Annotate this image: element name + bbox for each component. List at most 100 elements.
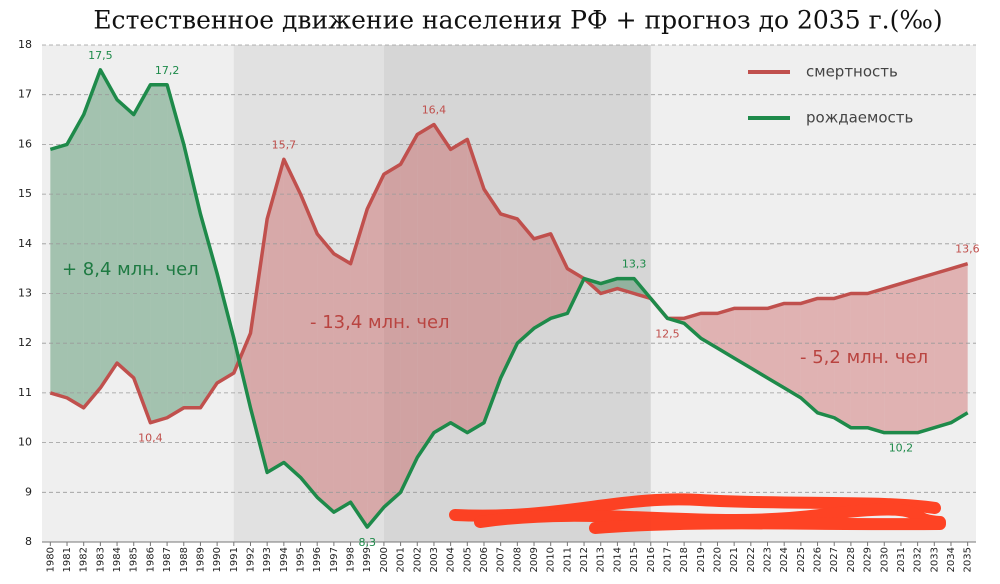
gap-fill bbox=[500, 213, 518, 378]
gap-fill bbox=[283, 159, 301, 478]
data-label: 15,7 bbox=[272, 138, 297, 151]
y-tick-label: 9 bbox=[25, 485, 32, 498]
data-label: 16,4 bbox=[422, 104, 447, 117]
gap-fill bbox=[600, 278, 618, 294]
x-tick-label: 2029 bbox=[863, 547, 874, 572]
gap-fill bbox=[917, 273, 935, 433]
x-tick-label: 1981 bbox=[62, 547, 73, 572]
x-tick-label: 1985 bbox=[129, 547, 140, 572]
x-tick-label: 2026 bbox=[813, 547, 824, 572]
x-tick-label: 2017 bbox=[662, 547, 673, 572]
annotation: - 5,2 млн. чел bbox=[800, 347, 928, 368]
y-tick-label: 8 bbox=[25, 535, 32, 548]
x-tick-label: 1984 bbox=[112, 547, 123, 572]
x-tick-label: 2033 bbox=[929, 547, 940, 572]
x-tick-label: 2015 bbox=[629, 547, 640, 572]
x-tick-label: 2006 bbox=[479, 547, 490, 572]
data-label: 13,6 bbox=[955, 243, 980, 256]
gap-fill bbox=[383, 164, 401, 508]
x-tick-label: 1990 bbox=[212, 547, 223, 572]
x-tick-label: 1982 bbox=[79, 547, 90, 572]
gap-fill bbox=[217, 273, 234, 383]
x-tick-label: 2014 bbox=[612, 547, 623, 572]
x-tick-label: 2024 bbox=[779, 547, 790, 572]
gap-fill bbox=[367, 174, 384, 528]
x-tick-label: 1992 bbox=[245, 547, 256, 572]
y-tick-label: 18 bbox=[18, 38, 32, 51]
gap-fill bbox=[934, 268, 951, 428]
x-tick-label: 1999 bbox=[362, 547, 373, 572]
y-tick-label: 14 bbox=[18, 237, 32, 250]
y-tick-label: 15 bbox=[18, 187, 32, 200]
gap-fill bbox=[517, 218, 535, 344]
gap-fill bbox=[717, 308, 735, 359]
redaction bbox=[449, 493, 946, 534]
x-tick-label: 2025 bbox=[796, 547, 807, 572]
gap-fill bbox=[767, 303, 785, 388]
gap-fill bbox=[433, 124, 451, 433]
x-tick-label: 1993 bbox=[262, 547, 273, 572]
data-label: 10,2 bbox=[889, 442, 914, 455]
gap-fill bbox=[83, 69, 101, 408]
x-tick-label: 2003 bbox=[429, 547, 440, 572]
x-tick-label: 2007 bbox=[496, 547, 507, 572]
gap-fill bbox=[50, 144, 68, 398]
y-tick-label: 11 bbox=[18, 386, 32, 399]
x-tick-label: 1997 bbox=[329, 547, 340, 572]
data-label: 17,5 bbox=[88, 49, 113, 62]
x-tick-label: 2028 bbox=[846, 547, 857, 572]
x-tick-label: 1980 bbox=[45, 547, 56, 572]
x-tick-label: 1983 bbox=[95, 547, 106, 572]
x-tick-label: 2011 bbox=[562, 547, 573, 572]
gap-fill bbox=[867, 288, 885, 433]
gap-fill bbox=[817, 298, 835, 418]
gap-fill bbox=[400, 134, 418, 493]
x-tick-label: 1987 bbox=[162, 547, 173, 572]
x-tick-label: 1995 bbox=[296, 547, 307, 572]
x-tick-label: 2019 bbox=[696, 547, 707, 572]
series-line bbox=[49, 68, 969, 529]
x-tick-label: 2009 bbox=[529, 547, 540, 572]
gap-fill bbox=[450, 139, 468, 433]
x-tick-label: 2018 bbox=[679, 547, 690, 572]
gap-fill bbox=[167, 84, 184, 418]
legend-label: смертность bbox=[806, 63, 898, 81]
y-tick-label: 12 bbox=[18, 336, 32, 349]
y-tick-label: 17 bbox=[18, 88, 32, 101]
data-label: 13,3 bbox=[622, 258, 647, 271]
legend-label: рождаемость bbox=[806, 109, 913, 127]
y-tick-label: 13 bbox=[18, 287, 32, 300]
x-tick-label: 2010 bbox=[546, 547, 557, 572]
gap-fill bbox=[67, 114, 84, 408]
x-tick-label: 2000 bbox=[379, 547, 390, 572]
gap-fill bbox=[150, 84, 168, 423]
x-tick-label: 2016 bbox=[646, 547, 657, 572]
gap-fill bbox=[183, 144, 201, 408]
gap-fill bbox=[317, 233, 334, 513]
x-tick-label: 2032 bbox=[913, 547, 924, 572]
data-label: 10,4 bbox=[138, 432, 163, 445]
gap-fill bbox=[534, 233, 551, 329]
gap-fill bbox=[100, 69, 118, 388]
gap-fill bbox=[550, 233, 568, 319]
x-tick-label: 2001 bbox=[396, 547, 407, 572]
x-tick-label: 1998 bbox=[346, 547, 357, 572]
x-tick-label: 2023 bbox=[763, 547, 774, 572]
gap-fill bbox=[250, 218, 268, 473]
gap-fill bbox=[267, 159, 284, 473]
gap-fill bbox=[834, 293, 851, 428]
x-tick-label: 2004 bbox=[446, 547, 457, 572]
x-tick-label: 2034 bbox=[946, 547, 957, 572]
x-tick-label: 2021 bbox=[729, 547, 740, 572]
gap-fill bbox=[617, 278, 635, 294]
gap-fill bbox=[684, 313, 701, 339]
gap-fill bbox=[467, 139, 484, 433]
y-tick-label: 16 bbox=[18, 137, 32, 150]
gap-fill bbox=[784, 303, 801, 398]
gap-fill bbox=[734, 308, 751, 369]
x-tick-label: 2005 bbox=[462, 547, 473, 572]
x-tick-label: 1996 bbox=[312, 547, 323, 572]
x-tick-label: 2008 bbox=[512, 547, 523, 572]
x-tick-label: 1991 bbox=[229, 547, 240, 572]
gap-fill bbox=[483, 189, 501, 423]
